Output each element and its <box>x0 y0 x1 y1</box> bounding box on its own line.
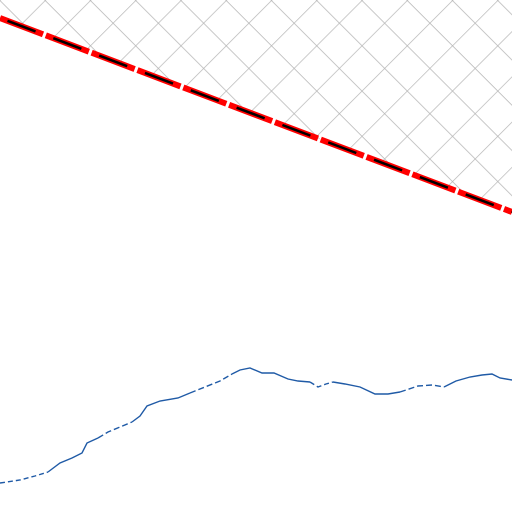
contour-solid <box>443 373 512 388</box>
contour-dashed <box>189 373 233 394</box>
hatched-area <box>0 0 512 212</box>
boundary-black <box>0 16 512 214</box>
contour-dashed <box>97 421 133 439</box>
contour-solid <box>47 437 99 473</box>
contour-solid <box>231 367 311 383</box>
contour-solid <box>332 381 401 395</box>
contour-dashed <box>0 471 49 484</box>
contour-solid <box>131 392 191 423</box>
contour-dashed <box>399 384 445 393</box>
contour-line <box>0 367 512 484</box>
contour-dashed <box>309 381 334 388</box>
